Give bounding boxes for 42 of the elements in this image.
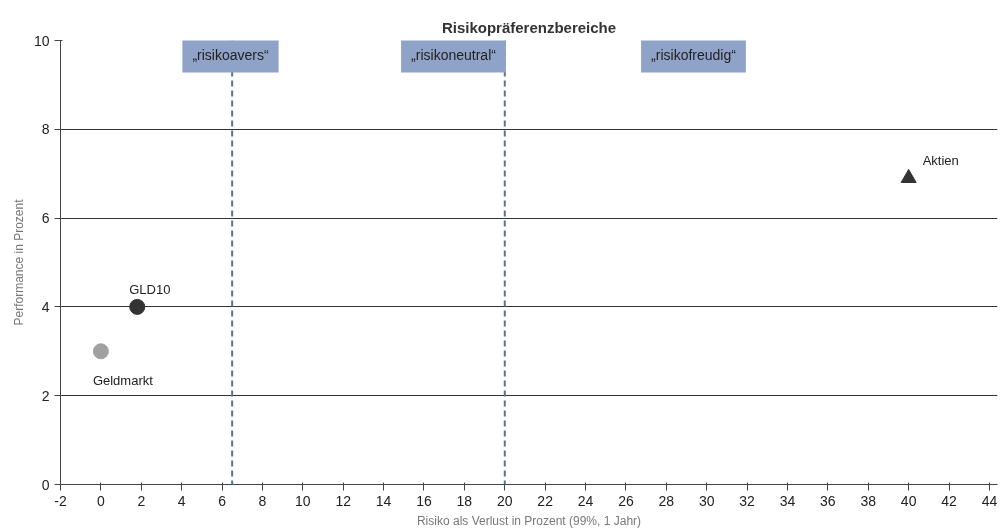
annotation: „risikofreudig“: [651, 46, 737, 63]
chart-title: Risikopräferenzbereiche: [441, 18, 617, 36]
x-tick-label: 26: [618, 492, 634, 509]
annotation: „risikoavers“: [192, 46, 269, 63]
x-tick-label: 20: [496, 492, 513, 509]
y-axis-title: Performance in Prozent: [11, 198, 26, 326]
series-label: Aktien: [922, 153, 959, 169]
point: [129, 298, 146, 315]
x-tick-label: 10: [295, 492, 311, 509]
x-tick-label: 44: [981, 492, 998, 509]
x-tick-label: 28: [658, 492, 675, 509]
y-tick-label: 2: [41, 387, 50, 404]
point: [92, 343, 109, 360]
x-tick-label: 18: [456, 492, 473, 509]
x-tick-label: 14: [375, 492, 392, 509]
x-tick-label: 34: [779, 492, 796, 509]
x-tick-label: 12: [335, 492, 352, 509]
series-label: Geldmarkt: [92, 373, 154, 389]
x-tick-label: 36: [820, 492, 836, 509]
y-tick-label: 10: [33, 32, 50, 49]
x-tick-label: 24: [577, 492, 594, 509]
point: [900, 168, 917, 183]
x-axis-title: Risiko als Verlust in Prozent (99%, 1 Jahr): [416, 513, 642, 528]
x-tick-label: 8: [258, 492, 267, 509]
y-tick-label: 0: [41, 476, 50, 493]
x-tick-label: 4: [177, 492, 186, 509]
y-tick-label: 6: [41, 210, 50, 227]
x-tick-label: 0: [96, 492, 105, 509]
x-tick-label: 16: [416, 492, 432, 509]
x-tick-label: 30: [698, 492, 715, 509]
x-tick-label: 42: [941, 492, 958, 509]
x-tick-label: -2: [54, 492, 67, 509]
x-tick-label: 38: [860, 492, 877, 509]
y-tick-label: 4: [41, 298, 50, 315]
annotation: „risikoneutral“: [411, 46, 497, 63]
x-tick-label: 22: [537, 492, 554, 509]
x-tick-label: 40: [900, 492, 917, 509]
y-tick-label: 8: [41, 121, 50, 138]
x-tick-label: 2: [137, 492, 146, 509]
x-tick-label: 32: [739, 492, 756, 509]
series-label: GLD10: [129, 281, 171, 297]
x-tick-label: 6: [218, 492, 227, 509]
